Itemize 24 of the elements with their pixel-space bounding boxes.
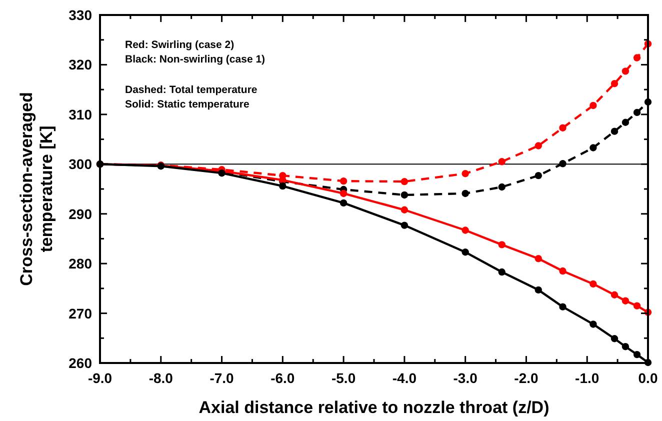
y-tick-label: 310 [68, 106, 92, 122]
x-tick-label: -2.0 [514, 370, 538, 386]
annotation: Dashed: Total temperature [125, 84, 258, 96]
x-tick-label: -9.0 [88, 370, 112, 386]
y-tick-label: 330 [68, 7, 92, 23]
x-tick-label: 0.0 [638, 370, 658, 386]
x-tick-label: -5.0 [331, 370, 356, 386]
x-tick-label: -4.0 [392, 370, 417, 386]
y-axis-title: Cross-section-averaged temperature [K] [17, 92, 56, 286]
annotation: Solid: Static temperature [125, 98, 250, 110]
y-tick-label: 290 [68, 206, 92, 222]
x-tick-label: -7.0 [210, 370, 234, 386]
y-tick-label: 260 [68, 355, 92, 371]
y-tick-label: 320 [68, 56, 92, 73]
x-tick-label: -6.0 [270, 370, 295, 386]
y-tick-label: 280 [68, 256, 92, 272]
y-tick-label: 300 [68, 156, 92, 172]
annotation: Black: Non-swirling (case 1) [125, 54, 266, 66]
x-tick-label: -3.0 [453, 370, 478, 386]
x-tick-label: -8.0 [148, 370, 174, 386]
x-tick-label: -1.0 [575, 370, 600, 386]
x-axis-title: Axial distance relative to nozzle throat (z/D) [198, 398, 550, 417]
y-tick-label: 270 [68, 305, 92, 322]
annotation: Red: Swirling (case 2) [125, 39, 234, 51]
